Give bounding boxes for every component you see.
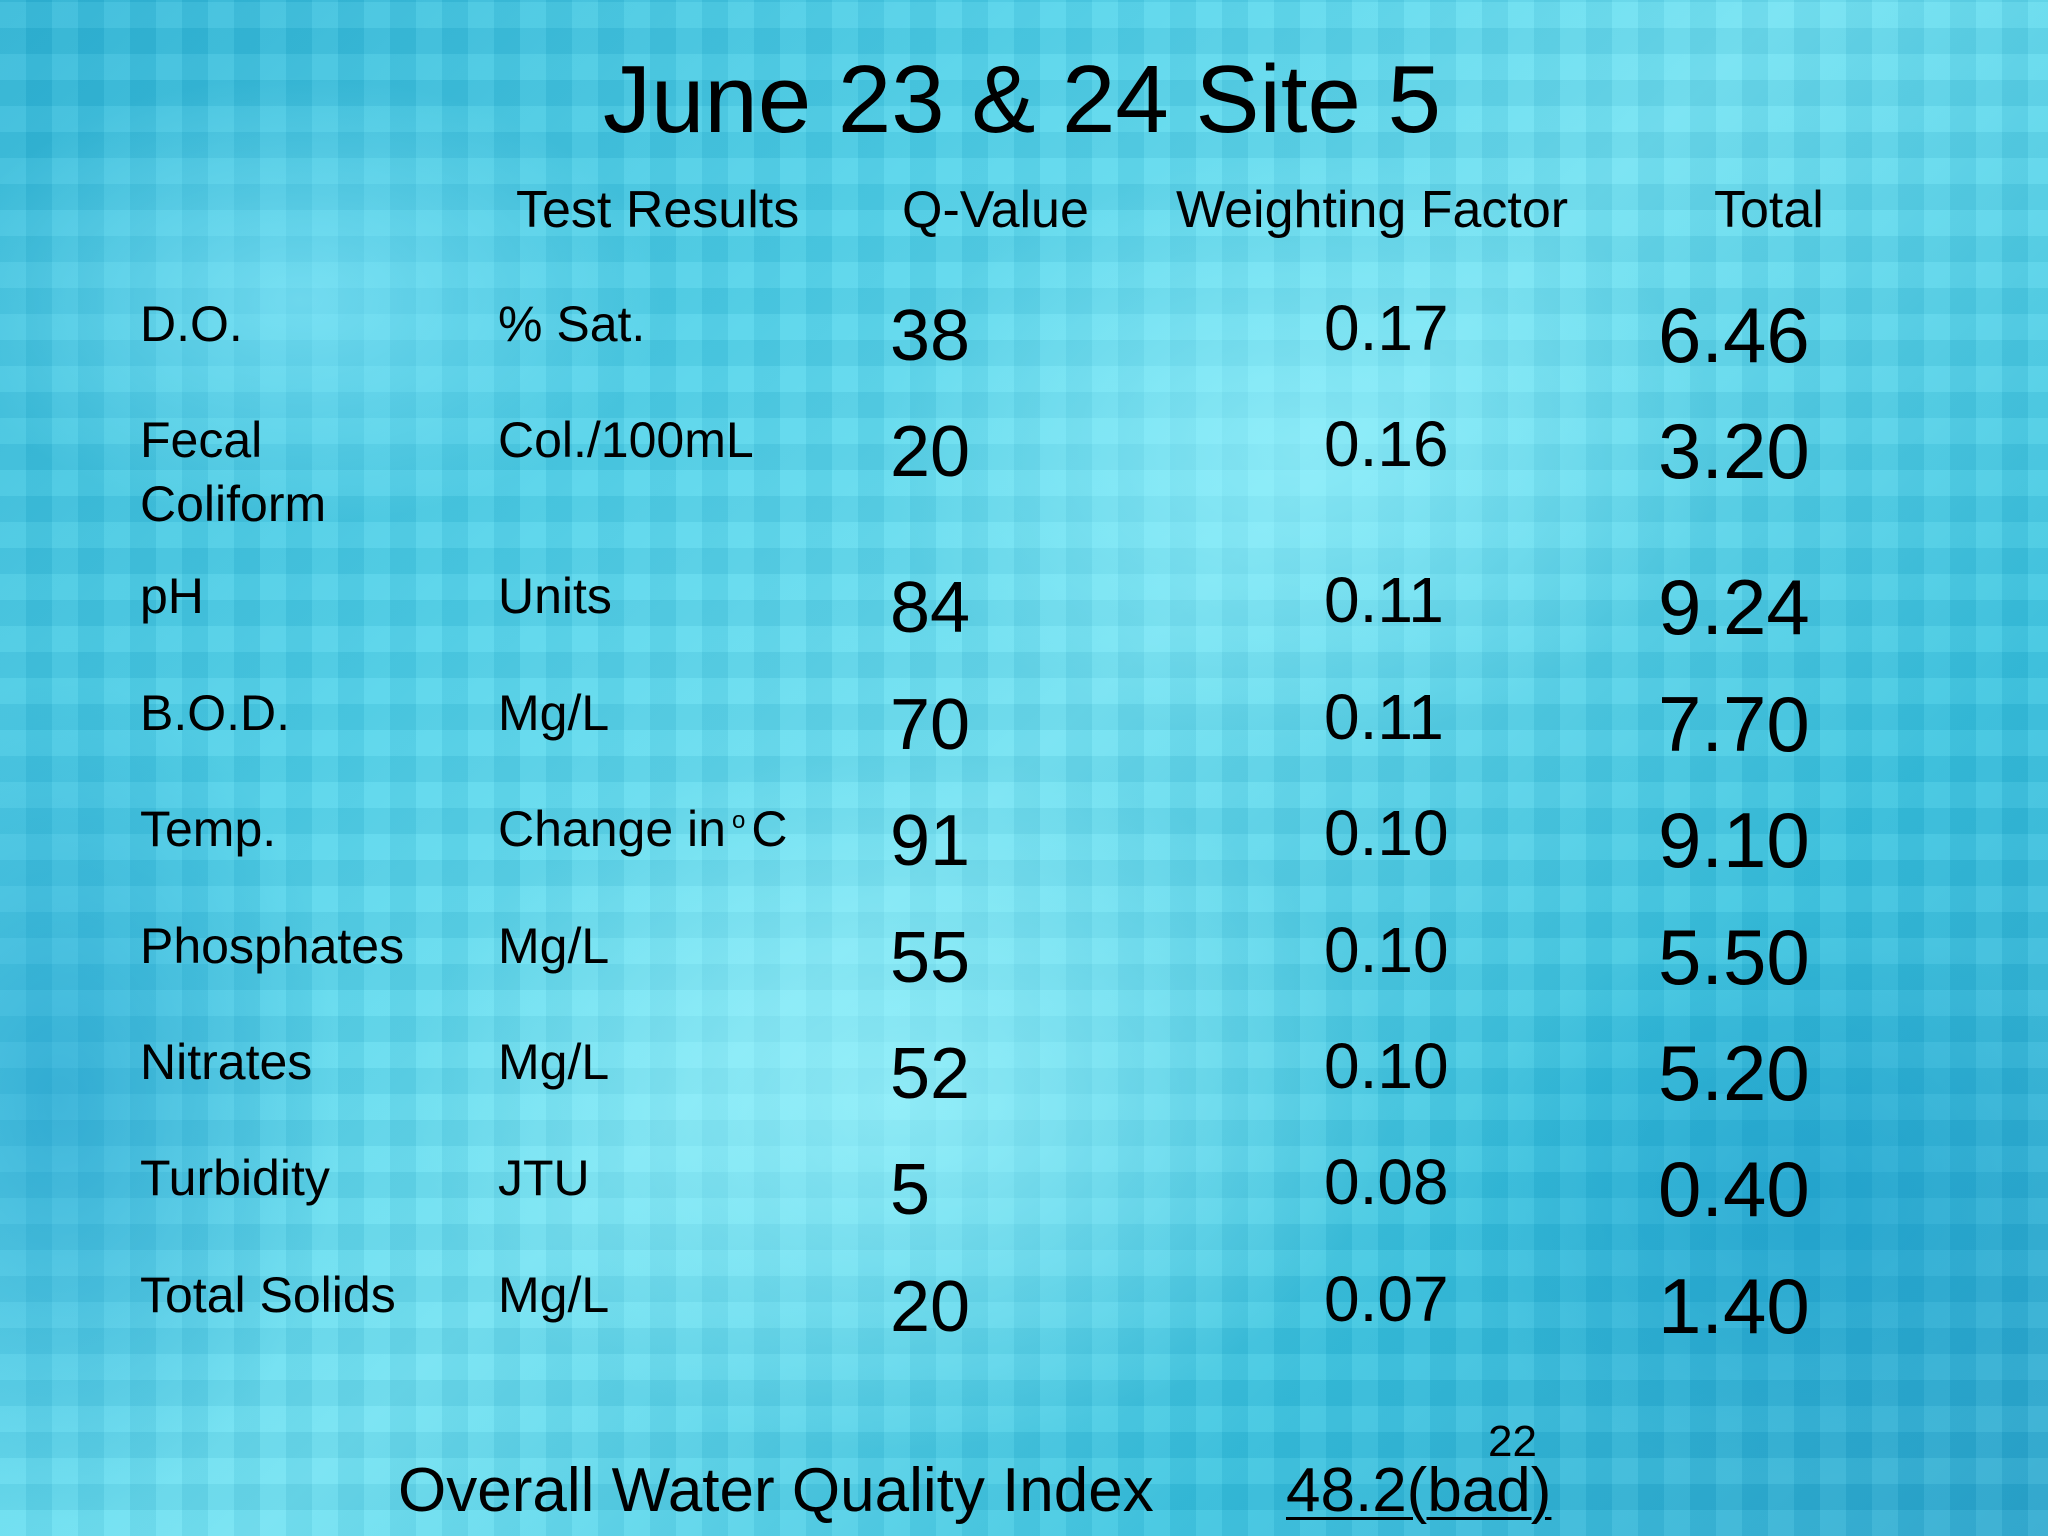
header-test-results: Test Results — [516, 181, 800, 239]
weight-fecal: 0.16 — [1324, 408, 1449, 480]
q-value-turbidity: 5 — [890, 1150, 931, 1230]
unit-temp: Change in o C — [498, 801, 788, 857]
param-fecal-line2: Coliform — [140, 476, 327, 532]
weight-ph: 0.11 — [1324, 564, 1444, 636]
total-temp: 9.10 — [1658, 796, 1810, 884]
param-nitrates: Nitrates — [140, 1034, 313, 1090]
overall-wqi-value: 48.2(bad) — [1286, 1456, 1552, 1525]
param-ph: pH — [140, 568, 204, 624]
unit-do: % Sat. — [498, 296, 646, 352]
q-value-fecal: 20 — [890, 412, 971, 492]
param-turbidity: Turbidity — [140, 1150, 330, 1206]
unit-turbidity: JTU — [498, 1150, 590, 1206]
total-phosphates: 5.50 — [1658, 913, 1810, 1001]
slide-title: June 23 & 24 Site 5 — [603, 46, 1441, 153]
overall-wqi-label: Overall Water Quality Index — [398, 1456, 1154, 1525]
q-value-total-solids: 20 — [890, 1267, 971, 1347]
total-bod: 7.70 — [1658, 680, 1810, 768]
header-total: Total — [1714, 181, 1824, 239]
unit-fecal: Col./100mL — [498, 412, 754, 468]
q-value-ph: 84 — [890, 568, 971, 648]
q-value-nitrates: 52 — [890, 1034, 971, 1114]
header-weighting-factor: Weighting Factor — [1176, 181, 1569, 239]
header-q-value: Q-Value — [902, 181, 1089, 239]
page-number: 22 — [1488, 1417, 1537, 1466]
weight-nitrates: 0.10 — [1324, 1030, 1449, 1102]
param-do: D.O. — [140, 296, 243, 352]
param-fecal-line1: Fecal — [140, 412, 263, 468]
weight-phosphates: 0.10 — [1324, 914, 1449, 986]
param-temp: Temp. — [140, 801, 277, 857]
q-value-phosphates: 55 — [890, 918, 971, 998]
q-value-temp: 91 — [890, 801, 971, 881]
total-turbidity: 0.40 — [1658, 1145, 1810, 1233]
unit-phosphates: Mg/L — [498, 918, 610, 974]
total-nitrates: 5.20 — [1658, 1029, 1810, 1117]
unit-nitrates: Mg/L — [498, 1034, 610, 1090]
weight-total-solids: 0.07 — [1324, 1263, 1449, 1335]
unit-total-solids: Mg/L — [498, 1267, 610, 1323]
unit-bod: Mg/L — [498, 685, 610, 741]
degree-symbol: o — [731, 807, 746, 834]
unit-ph: Units — [498, 568, 612, 624]
weight-bod: 0.11 — [1324, 681, 1444, 753]
q-value-do: 38 — [890, 296, 971, 376]
total-do: 6.46 — [1658, 291, 1810, 379]
weight-turbidity: 0.08 — [1324, 1146, 1449, 1218]
weight-temp: 0.10 — [1324, 797, 1449, 869]
total-fecal: 3.20 — [1658, 407, 1810, 495]
q-value-bod: 70 — [890, 685, 971, 765]
weight-do: 0.17 — [1324, 292, 1449, 364]
param-total-solids: Total Solids — [140, 1267, 396, 1323]
total-total-solids: 1.40 — [1658, 1262, 1810, 1350]
param-bod: B.O.D. — [140, 685, 291, 741]
total-ph: 9.24 — [1658, 563, 1810, 651]
param-phosphates: Phosphates — [140, 918, 405, 974]
